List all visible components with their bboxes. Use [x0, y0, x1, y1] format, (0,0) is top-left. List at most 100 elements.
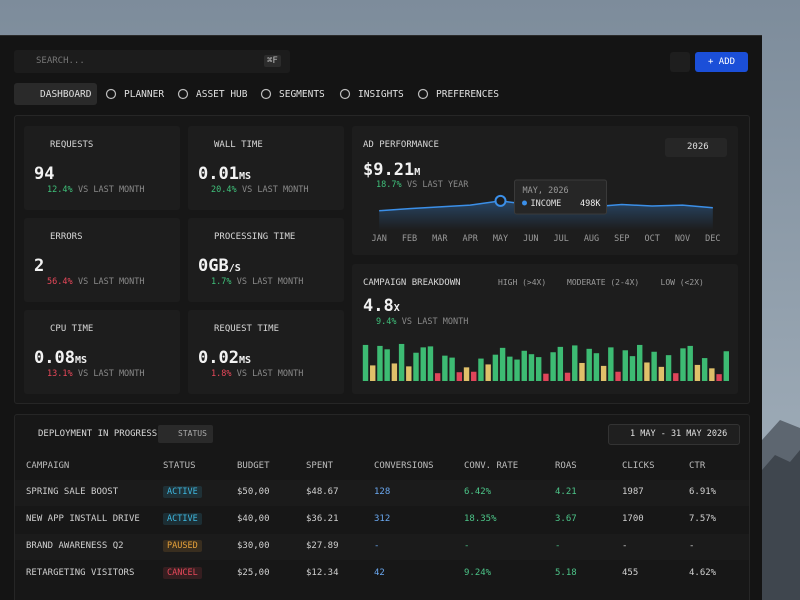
year-select[interactable]: 2026 — [665, 138, 727, 157]
x-tick-label: JUN — [523, 234, 538, 244]
nav-item[interactable]: DASHBOARD — [40, 89, 92, 100]
line-chart: JAN FEB MAR APR MAY JUN JUL AUG SEP OCT NOV DEC MAY,… — [371, 179, 721, 244]
bar — [608, 347, 614, 381]
bar — [370, 365, 376, 381]
bar — [543, 373, 549, 381]
bar — [564, 372, 571, 381]
x-tick-label: SEP — [614, 234, 629, 244]
bar — [680, 348, 686, 381]
icon — [260, 88, 272, 100]
bar — [377, 345, 383, 381]
x-tick-label: APR — [462, 234, 478, 244]
table-cell: $40,00 — [237, 514, 270, 524]
card-change: 13.1% — [47, 369, 73, 379]
x-tick-label: JAN — [371, 234, 386, 244]
column-header[interactable]: CTR — [689, 461, 706, 471]
shortcut: ⌘F — [264, 55, 281, 67]
card-change: 20.4% — [211, 185, 237, 195]
x-tick-label: AUG — [584, 234, 599, 244]
chart-change: 18.7% — [376, 180, 402, 190]
bar — [398, 343, 405, 381]
table-cell: $36.21 — [306, 514, 339, 524]
bar — [629, 356, 636, 381]
nav-item[interactable]: SEGMENTS — [279, 89, 325, 100]
tooltip-value: 498K — [580, 199, 601, 209]
bar — [665, 355, 672, 381]
card-value: 2 — [34, 256, 45, 276]
nav-item[interactable]: ASSET HUB — [196, 89, 248, 100]
table-cell: 128 — [374, 487, 391, 497]
nav-item[interactable]: PREFERENCES — [436, 89, 499, 100]
chart-value: $9.21M — [363, 160, 421, 180]
status-badge: ACTIVE — [163, 513, 202, 525]
search-box[interactable] — [14, 50, 290, 73]
bar — [420, 347, 426, 381]
bar — [434, 373, 441, 381]
status-badge: CANCEL — [163, 567, 202, 579]
bar — [572, 345, 578, 381]
table-cell: 6.42% — [464, 487, 492, 497]
status-badge: PAUSED — [163, 540, 202, 552]
card-value: 0.01MS — [198, 164, 251, 184]
bar — [391, 363, 398, 381]
table-cell: SPRING SALE BOOST — [26, 487, 119, 497]
card-title: REQUESTS — [50, 140, 94, 150]
table-cell: 5.18 — [555, 568, 577, 578]
card-period: VS LAST MONTH — [242, 185, 309, 195]
table-cell: $50,00 — [237, 487, 270, 497]
icon — [417, 88, 429, 100]
card-title: PROCESSING TIME — [214, 232, 296, 242]
bar — [593, 353, 600, 381]
column-header[interactable]: ROAS — [555, 461, 577, 471]
column-header[interactable]: CAMPAIGN — [26, 461, 70, 471]
card-period: VS LAST MONTH — [78, 277, 145, 287]
highlight-point — [494, 194, 507, 207]
card-change: 1.7% — [211, 277, 232, 287]
table-cell: - — [374, 541, 380, 551]
chart-change: 9.4% — [376, 317, 397, 327]
table-cell: 18.35% — [464, 514, 497, 524]
bar — [499, 347, 506, 381]
search-placeholder: SEARCH... — [36, 56, 85, 66]
x-tick-label: NOV — [675, 234, 690, 244]
column-header[interactable]: CONVERSIONS — [374, 461, 434, 471]
card-value: 0GB/S — [198, 256, 241, 276]
add-button[interactable]: + ADD — [695, 52, 748, 72]
column-header[interactable]: BUDGET — [237, 461, 270, 471]
status-badge: ACTIVE — [163, 486, 202, 498]
table-cell: 9.24% — [464, 568, 492, 578]
x-tick-label: MAY — [493, 234, 508, 244]
table-cell: - — [555, 541, 561, 551]
bar — [535, 357, 542, 381]
tooltip-swatch — [522, 200, 527, 206]
column-header[interactable]: CONV. RATE — [464, 461, 519, 471]
x-tick-label: MAR — [432, 234, 448, 244]
status-button[interactable]: STATUS — [158, 425, 213, 443]
table-cell: $48.67 — [306, 487, 339, 497]
column-header[interactable]: CLICKS — [622, 461, 655, 471]
bell-button[interactable] — [670, 52, 690, 72]
nav-active-bg — [14, 83, 97, 105]
bar — [723, 351, 729, 381]
date-range[interactable]: 1 MAY - 31 MAY 2026 — [608, 424, 740, 445]
metric-card — [24, 218, 180, 302]
bar — [651, 351, 657, 381]
add-label: ADD — [718, 57, 736, 67]
tooltip-name: INCOME — [531, 199, 562, 209]
bar — [362, 344, 369, 381]
table-cell: $27.89 — [306, 541, 339, 551]
x-tick-label: DEC — [705, 234, 720, 244]
table-cell: 3.67 — [555, 514, 577, 524]
bar — [528, 354, 535, 381]
chart-period: VS LAST YEAR — [407, 180, 469, 190]
card-period: VS LAST MONTH — [78, 185, 145, 195]
deployment-section — [14, 414, 750, 600]
column-header[interactable]: STATUS — [163, 461, 196, 471]
bar — [644, 362, 650, 381]
nav-item[interactable]: PLANNER — [124, 89, 165, 100]
column-header[interactable]: SPENT — [306, 461, 334, 471]
table-cell: RETARGETING VISITORS — [26, 568, 135, 578]
icon — [177, 88, 189, 100]
nav-item[interactable]: INSIGHTS — [358, 89, 404, 100]
